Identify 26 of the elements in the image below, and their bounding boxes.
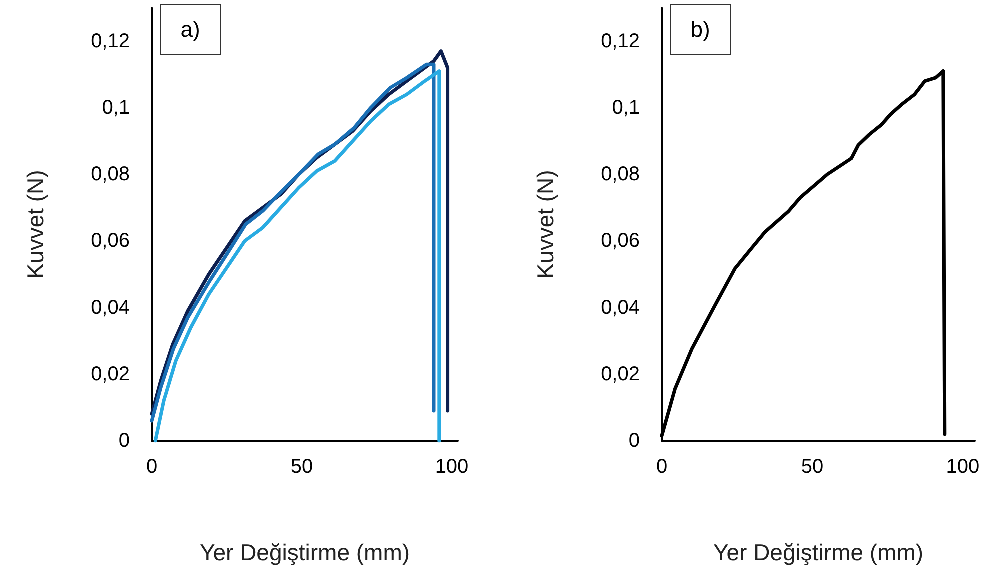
annotation: a) xyxy=(180,17,200,42)
x-tick-label: 100 xyxy=(435,456,469,478)
y-tick-label: 0,12 xyxy=(601,30,640,52)
y-tick-label: 0,08 xyxy=(601,164,640,186)
y-tick-label: 0 xyxy=(628,430,640,452)
x-axis-title: Yer Değiştirme (mm) xyxy=(713,540,924,566)
y-tick-label: 0,1 xyxy=(102,96,130,119)
y-axis-title: Kuvvet (N) xyxy=(532,170,558,279)
y-tick-label: 0,1 xyxy=(612,96,640,119)
x-tick-label: 0 xyxy=(656,456,668,478)
y-tick-label: 0,04 xyxy=(91,296,130,319)
y-tick-label: 0,12 xyxy=(91,30,130,52)
y-axis-title: Kuvvet (N) xyxy=(22,170,48,279)
y-tick-label: 0,04 xyxy=(601,296,640,319)
annotation: b) xyxy=(690,17,710,42)
y-tick-label: 0,08 xyxy=(91,164,130,186)
y-tick-label: 0,02 xyxy=(601,363,640,386)
x-axis-title: Yer Değiştirme (mm) xyxy=(200,540,410,566)
y-tick-label: 0,06 xyxy=(91,230,130,252)
x-tick-label: 50 xyxy=(801,456,824,478)
x-tick-label: 100 xyxy=(946,456,980,478)
y-tick-label: 0,02 xyxy=(91,363,130,386)
y-tick-label: 0 xyxy=(118,430,130,452)
x-tick-label: 50 xyxy=(290,456,314,478)
x-tick-label: 0 xyxy=(146,456,158,478)
y-tick-label: 0,06 xyxy=(601,230,640,252)
